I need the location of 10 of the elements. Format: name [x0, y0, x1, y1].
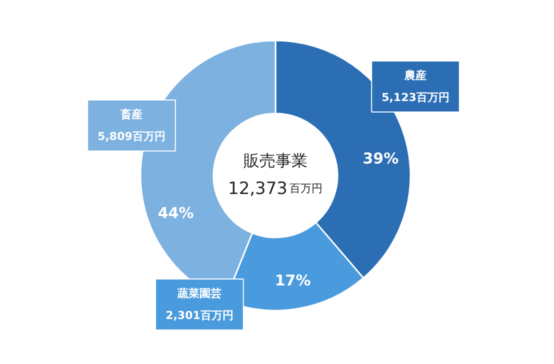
data-label: 5,809百万円 [98, 130, 166, 144]
slice-label: 農産 [404, 68, 426, 82]
text: 17% [274, 272, 311, 290]
slice-label: 畜産 [120, 108, 142, 121]
data-label: 5,123百万円 [382, 91, 450, 104]
slice-label: 蔬菜園芸 [176, 286, 222, 300]
text: 39% [362, 150, 399, 168]
text: 販売事業 [244, 151, 308, 170]
text: 44% [158, 204, 194, 222]
data-label: 2,301百万円 [166, 309, 234, 322]
